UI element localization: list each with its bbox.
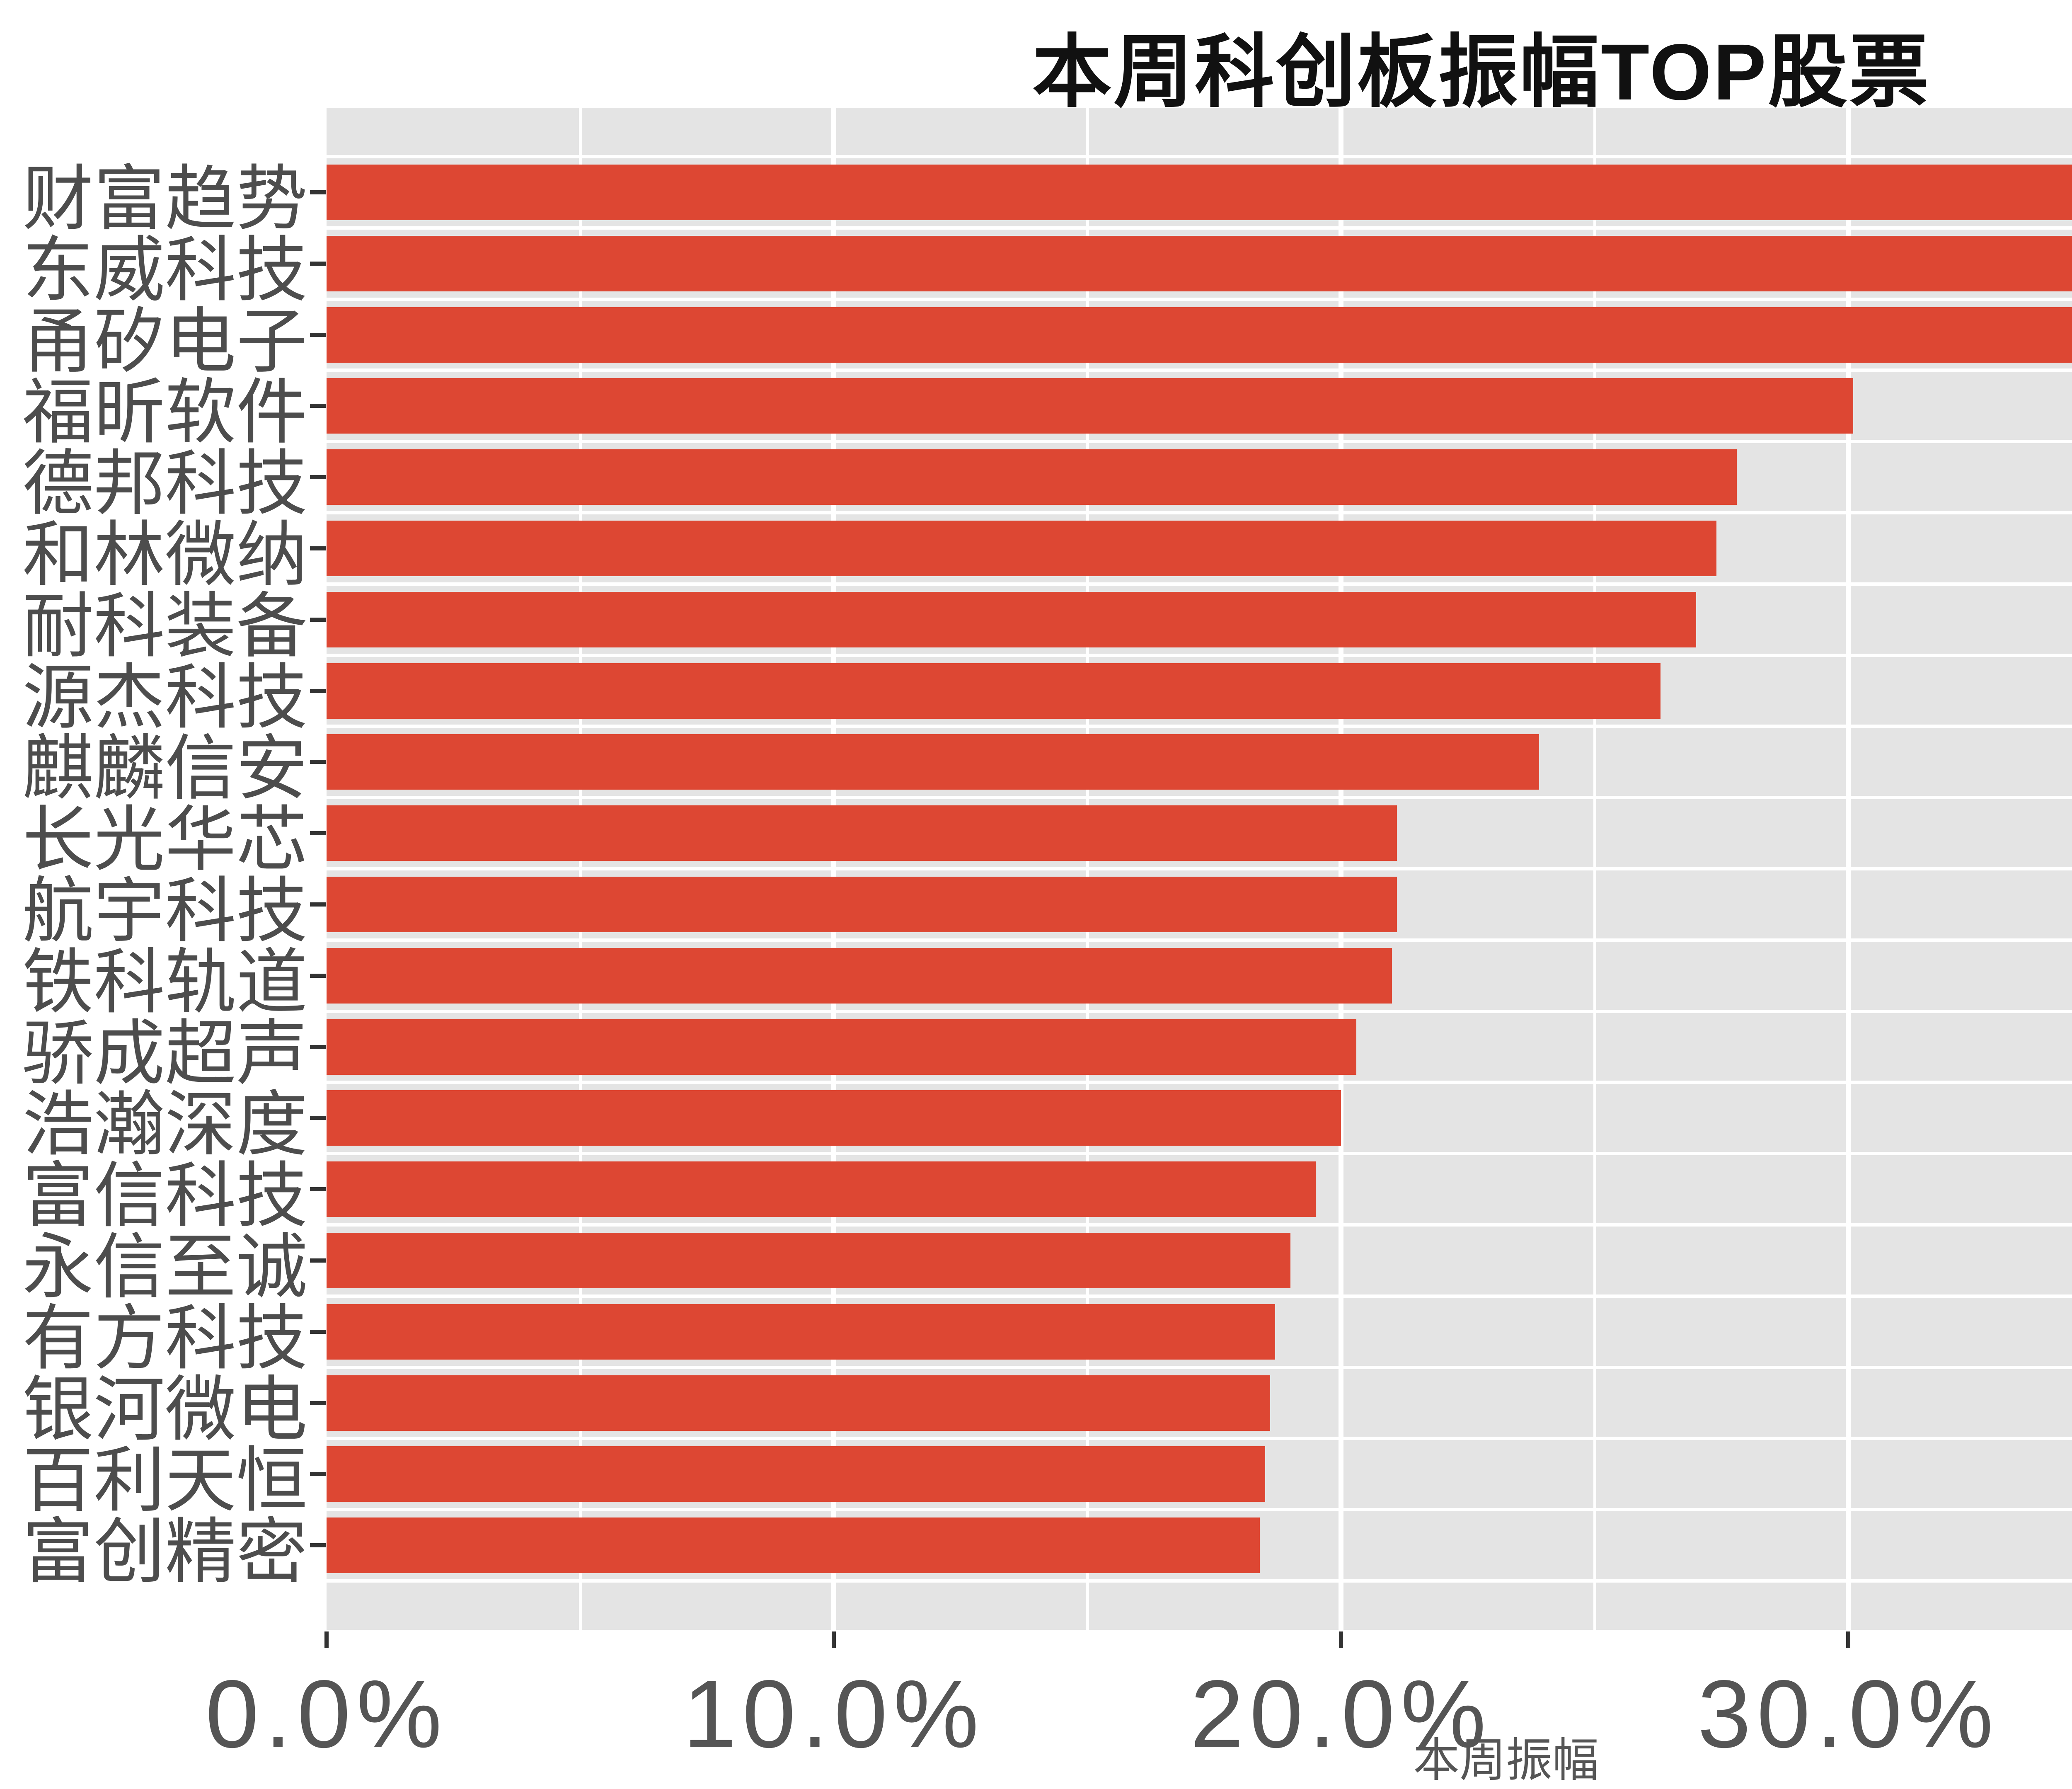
bar <box>327 1019 1356 1075</box>
bar <box>327 520 1716 576</box>
y-axis-label-left: 浩瀚深度 <box>22 1085 307 1165</box>
y-axis-label-left: 德邦科技 <box>22 444 307 524</box>
row-gridline <box>327 582 2072 586</box>
y-axis-label-left: 长光华芯 <box>22 800 307 880</box>
bar <box>327 164 2072 220</box>
bar <box>327 1517 1260 1573</box>
bar <box>327 235 2072 291</box>
row-gridline <box>327 511 2072 514</box>
y-axis-label-left: 铁科轨道 <box>22 942 307 1022</box>
y-axis-tick-left <box>310 1401 326 1405</box>
row-gridline <box>327 440 2072 444</box>
y-axis-tick-left <box>310 1045 326 1049</box>
y-axis-tick-left <box>310 1543 326 1548</box>
row-gridline <box>327 653 2072 657</box>
y-axis-label-left: 富信科技 <box>22 1156 307 1236</box>
y-axis-label-left: 百利天恒 <box>22 1441 307 1521</box>
y-axis-label-left: 富创精密 <box>22 1512 307 1592</box>
row-gridline <box>327 1365 2072 1369</box>
y-axis-tick-left <box>310 1472 326 1476</box>
y-axis-label-left: 银河微电 <box>22 1370 307 1450</box>
row-gridline <box>327 297 2072 301</box>
x-axis-title: 本周振幅 <box>1413 1734 1599 1786</box>
x-tick-label: 30.0% <box>1697 1661 1999 1768</box>
y-axis-tick-left <box>310 1329 326 1334</box>
row-gridline <box>327 155 2072 158</box>
x-axis-tick <box>1846 1631 1851 1648</box>
x-axis-tick <box>1339 1631 1343 1648</box>
bar <box>327 1090 1341 1146</box>
y-axis-tick-left <box>310 190 326 194</box>
y-axis-label-left: 源杰科技 <box>22 657 307 737</box>
x-axis-tick <box>324 1631 329 1648</box>
row-gridline <box>327 725 2072 728</box>
y-axis-label-left: 和林微纳 <box>22 515 307 595</box>
y-axis-label-left: 麒麟信安 <box>22 729 307 809</box>
bar <box>327 663 1661 719</box>
row-gridline <box>327 796 2072 800</box>
bar <box>327 948 1392 1004</box>
y-axis-tick-left <box>310 760 326 764</box>
y-axis-tick-left <box>310 1187 326 1192</box>
y-axis-label-left: 航宇科技 <box>22 871 307 951</box>
y-axis-tick-left <box>310 1116 326 1120</box>
x-tick-label: 0.0% <box>205 1661 448 1768</box>
y-axis-tick-left <box>310 261 326 266</box>
y-axis-tick-left <box>310 902 326 907</box>
bar <box>327 1161 1316 1217</box>
bar <box>327 378 1854 434</box>
bar <box>327 307 2072 363</box>
y-axis-tick-left <box>310 404 326 408</box>
row-gridline <box>327 1223 2072 1227</box>
plot-panel <box>327 108 2072 1630</box>
bar <box>327 1232 1290 1288</box>
bar <box>327 591 1697 647</box>
y-axis-label-left: 骄成超声 <box>22 1013 307 1093</box>
row-gridline <box>327 1579 2072 1583</box>
row-gridline <box>327 1009 2072 1013</box>
y-axis-label-left: 财富趋势 <box>22 159 307 239</box>
row-gridline <box>327 1294 2072 1298</box>
bar <box>327 734 1539 790</box>
bar <box>327 1375 1270 1431</box>
row-gridline <box>327 867 2072 870</box>
y-axis-label-left: 甬矽电子 <box>22 301 307 381</box>
row-gridline <box>327 1437 2072 1440</box>
y-axis-tick-left <box>310 617 326 622</box>
row-gridline <box>327 1152 2072 1156</box>
bar <box>327 1304 1276 1360</box>
row-gridline <box>327 1081 2072 1084</box>
y-axis-label-left: 东威科技 <box>22 230 307 310</box>
x-tick-label: 20.0% <box>1190 1661 1492 1768</box>
y-axis-tick-left <box>310 1258 326 1263</box>
bar <box>327 449 1737 505</box>
bar <box>327 1446 1265 1502</box>
y-axis-tick-left <box>310 973 326 978</box>
row-gridline <box>327 938 2072 942</box>
row-gridline <box>327 368 2072 372</box>
x-axis-tick <box>832 1631 836 1648</box>
chart-title: 本周科创板振幅TOP股票 <box>1032 27 1931 116</box>
y-axis-tick-left <box>310 831 326 836</box>
y-axis-label-left: 永信至诚 <box>22 1227 307 1307</box>
bar <box>327 876 1397 932</box>
y-axis-label-left: 福昕软件 <box>22 373 307 453</box>
bar <box>327 805 1397 861</box>
y-axis-tick-left <box>310 688 326 693</box>
row-gridline <box>327 226 2072 230</box>
y-axis-tick-left <box>310 475 326 480</box>
row-gridline <box>327 1508 2072 1512</box>
y-axis-label-left: 有方科技 <box>22 1298 307 1378</box>
x-tick-label: 10.0% <box>683 1661 985 1768</box>
y-axis-label-left: 耐科装备 <box>22 586 307 666</box>
y-axis-tick-left <box>310 546 326 550</box>
y-axis-tick-left <box>310 332 326 337</box>
